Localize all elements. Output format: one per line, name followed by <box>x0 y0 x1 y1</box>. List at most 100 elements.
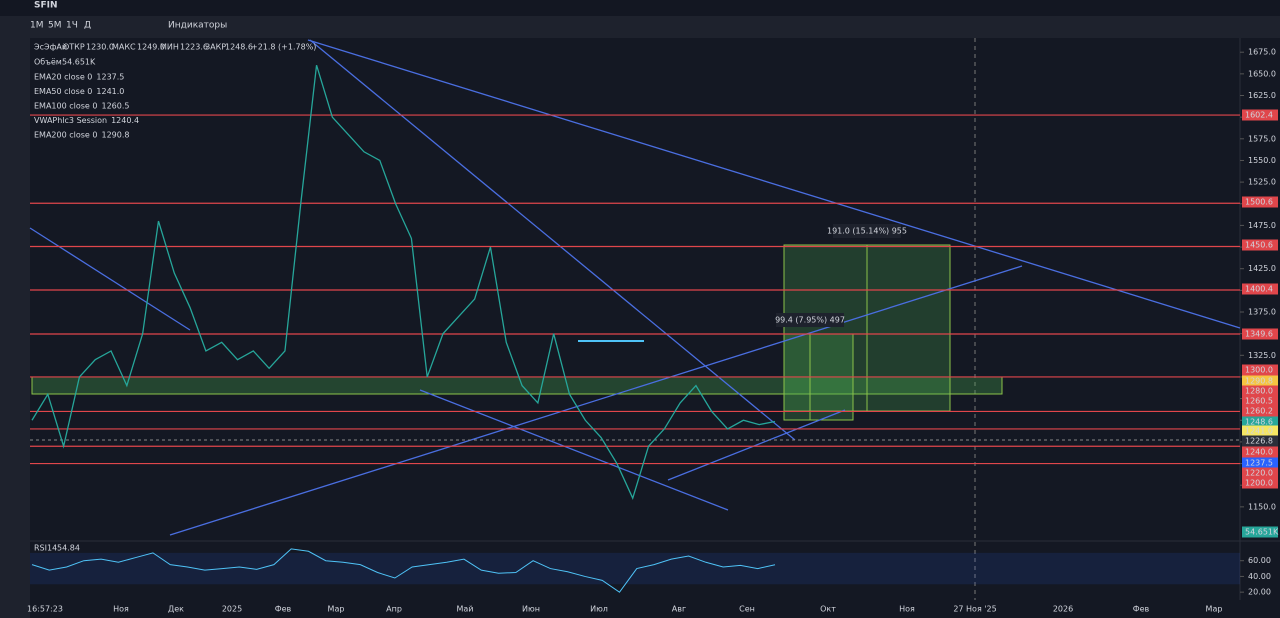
measure-label: 191.0 (15.14%) 955 <box>827 227 907 236</box>
price-badge <box>1242 416 1278 428</box>
measure-label-bg <box>776 313 844 327</box>
price-badge-label: 1226.8 <box>1245 437 1273 446</box>
toolbar <box>0 16 1280 38</box>
y-tick-label: 1650.0 <box>1248 69 1276 78</box>
rsi-tick-label: 60.00 <box>1248 556 1271 565</box>
trendlines <box>29 39 1241 536</box>
price-badge-label: 1602.4 <box>1245 111 1273 120</box>
y-tick-label: 1550.0 <box>1248 156 1276 165</box>
legend-open: 1230.0 <box>86 43 114 52</box>
indicator-name: EMA50 close 0 <box>34 87 92 96</box>
y-tick-label: 1325.0 <box>1248 351 1276 360</box>
legend-high: 1249.0 <box>137 43 165 52</box>
price-badge <box>1242 283 1278 295</box>
y-tick-label: 1575.0 <box>1248 134 1276 143</box>
price-badge-label: 54.651K <box>1245 528 1279 537</box>
legend-close: 1248.6 <box>225 43 253 52</box>
x-tick-label: Авг <box>672 605 686 614</box>
x-tick-label: 27 Ноя '25 <box>953 605 996 614</box>
price-badge <box>1242 435 1278 447</box>
indicator-value: 1237.5 <box>96 73 124 82</box>
y-tick-label: 1150.0 <box>1248 502 1276 511</box>
price-badge-label: 1240.0 <box>1245 448 1273 457</box>
price-badge <box>1242 385 1278 397</box>
clock: 16:57:23 <box>27 605 63 614</box>
x-tick-label: Ноя <box>899 605 915 614</box>
legend-change: +21.8 (+1.78%) <box>251 43 316 52</box>
price-badge <box>1242 395 1278 407</box>
price-badge-label: 1280.0 <box>1245 387 1273 396</box>
y-tick-label: 1375.0 <box>1248 308 1276 317</box>
rsi-band <box>30 552 1240 585</box>
interval-button[interactable]: Д <box>84 21 91 31</box>
price-badge <box>1242 364 1278 376</box>
x-tick-label: Дек <box>168 605 184 614</box>
price-line <box>31 65 776 501</box>
price-badge <box>1242 467 1278 479</box>
price-badge-label: 1400.4 <box>1245 285 1273 294</box>
price-badge <box>1242 405 1278 417</box>
y-tick-label: 1475.0 <box>1248 221 1276 230</box>
legend-open-label: ОТКР <box>63 43 85 52</box>
price-badge-label: 1248.6 <box>1245 418 1273 427</box>
x-tick-label: Фев <box>1133 605 1150 614</box>
x-tick-label: Май <box>456 605 473 614</box>
indicator-name: EMA200 close 0 <box>34 131 97 140</box>
price-badge <box>1242 239 1278 251</box>
price-badge <box>1242 446 1278 458</box>
indicator-name: EMA20 close 0 <box>34 73 92 82</box>
price-badge-label: 1260.2 <box>1245 407 1273 416</box>
price-badge <box>1242 109 1278 121</box>
price-badge-label: 1290.8 <box>1245 377 1273 386</box>
x-tick-label: Фев <box>275 605 292 614</box>
chart-area <box>30 38 1280 618</box>
top-bar <box>0 0 1280 16</box>
price-badge-label: 1241.0 <box>1245 427 1273 436</box>
rsi-line <box>31 548 776 593</box>
x-tick-label: Июн <box>522 605 540 614</box>
price-badge-label: 1237.5 <box>1245 459 1273 468</box>
interval-button[interactable]: 5М <box>48 21 62 31</box>
interval-button[interactable]: 1Ч <box>66 21 78 31</box>
rsi-tick-label: 40.00 <box>1248 572 1271 581</box>
price-badge <box>1242 477 1278 489</box>
price-badge-label: 1220.0 <box>1245 469 1273 478</box>
price-badge <box>1242 457 1278 469</box>
price-badge <box>1242 425 1278 437</box>
price-badge <box>1242 196 1278 208</box>
legend-high-label: МАКС <box>112 43 136 52</box>
volume-value: 54.651K <box>62 58 96 67</box>
x-tick-label: 2026 <box>1053 605 1073 614</box>
x-tick-label: Мар <box>328 605 345 614</box>
interval-button[interactable]: 1М <box>30 21 44 31</box>
x-tick-label: Окт <box>820 605 836 614</box>
x-tick-label: Ноя <box>113 605 129 614</box>
x-tick-label: Сен <box>739 605 755 614</box>
price-badge-label: 1300.0 <box>1245 366 1273 375</box>
legend-low: 1223.6 <box>180 43 208 52</box>
price-badge <box>1242 375 1278 387</box>
indicator-value: 1260.5 <box>101 102 129 111</box>
x-tick-label: Апр <box>386 605 402 614</box>
indicator-name: VWAPhlc3 Session <box>34 116 107 125</box>
indicator-value: 1290.8 <box>101 131 129 140</box>
price-badge <box>1242 526 1278 538</box>
side-toolbar <box>0 38 28 618</box>
indicators-button[interactable]: Индикаторы <box>168 21 227 31</box>
measure-label-bg <box>833 224 901 238</box>
price-badge-label: 1349.6 <box>1245 330 1273 339</box>
indicator-value: 1241.0 <box>96 87 124 96</box>
rsi-label: RSI14 <box>34 544 57 553</box>
x-tick-label: 2025 <box>222 605 242 614</box>
legend-close-label: ЗАКР <box>205 43 226 52</box>
y-tick-label: 1525.0 <box>1248 178 1276 187</box>
price-badge-label: 1500.6 <box>1245 198 1273 207</box>
symbol[interactable]: SFIN <box>34 1 58 11</box>
y-tick-label: 1625.0 <box>1248 91 1276 100</box>
x-tick-label: Мар <box>1206 605 1223 614</box>
rsi-value: 54.84 <box>57 544 80 553</box>
y-tick-label: 1675.0 <box>1248 48 1276 57</box>
